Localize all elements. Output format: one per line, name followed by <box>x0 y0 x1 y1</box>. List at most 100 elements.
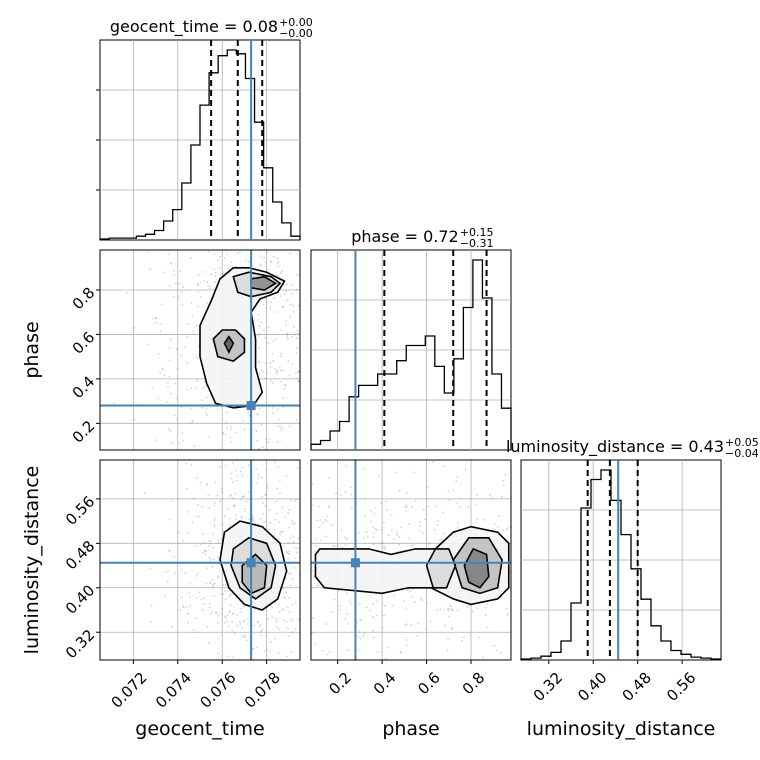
sample-point <box>211 610 214 613</box>
sample-point <box>289 252 292 255</box>
sample-point <box>192 330 195 333</box>
panel-title-main: geocent_time = 0.08 <box>110 17 278 37</box>
sample-point <box>232 656 235 659</box>
sample-point <box>226 614 229 617</box>
sample-point <box>382 545 385 548</box>
sample-point <box>295 288 298 291</box>
sample-point <box>272 340 275 342</box>
sample-point <box>275 372 278 375</box>
sample-point <box>279 531 282 534</box>
sample-point <box>244 636 247 639</box>
sample-point <box>294 499 296 502</box>
sample-point <box>292 541 295 543</box>
sample-point <box>497 526 500 529</box>
sample-point <box>259 623 262 626</box>
sample-point <box>326 653 329 656</box>
sample-point <box>448 608 451 610</box>
sample-point <box>277 628 280 631</box>
sample-point <box>272 359 275 362</box>
sample-point <box>301 235 303 237</box>
sample-point <box>485 457 487 459</box>
density-region <box>426 548 456 588</box>
sample-point <box>256 430 259 433</box>
sample-point <box>217 541 220 544</box>
sample-point <box>208 285 211 288</box>
sample-point <box>213 525 216 528</box>
sample-point <box>459 506 462 509</box>
sample-point <box>506 613 509 616</box>
sample-point <box>214 611 217 614</box>
sample-point <box>406 589 409 591</box>
sample-point <box>255 646 258 649</box>
sample-point <box>239 623 242 625</box>
sample-point <box>188 582 191 585</box>
sample-point <box>288 374 291 377</box>
sample-point <box>279 425 282 428</box>
sample-point <box>221 432 224 435</box>
sample-point <box>291 363 294 365</box>
sample-point <box>369 594 372 597</box>
sample-point <box>231 613 234 616</box>
sample-point <box>405 639 407 641</box>
sample-point <box>222 431 225 434</box>
sample-point <box>498 515 501 518</box>
sample-point <box>217 408 220 410</box>
sample-point <box>258 324 261 327</box>
sample-point <box>197 291 200 293</box>
sample-point <box>269 366 272 368</box>
sample-point <box>197 273 200 276</box>
sample-point <box>366 535 369 538</box>
sample-point <box>264 521 267 523</box>
sample-point <box>149 268 152 271</box>
sample-point <box>373 512 376 515</box>
sample-point <box>278 366 281 369</box>
sample-point <box>221 608 224 610</box>
sample-point <box>178 442 181 445</box>
sample-point <box>282 305 285 308</box>
sample-point <box>199 281 202 284</box>
sample-point <box>285 475 288 478</box>
sample-point <box>504 473 507 476</box>
sample-point <box>240 515 243 518</box>
sample-point <box>346 649 349 651</box>
contour-outer <box>199 266 286 409</box>
sample-point <box>344 544 347 546</box>
sample-point <box>256 334 259 337</box>
sample-point <box>209 602 211 605</box>
sample-point <box>478 636 480 639</box>
x-axis-label-phase: phase <box>382 718 439 740</box>
sample-point <box>296 273 299 276</box>
sample-point <box>211 586 214 589</box>
sample-point <box>271 352 274 355</box>
sample-point <box>168 359 171 362</box>
sample-point <box>372 536 375 539</box>
panel-title-sup: +0.15 <box>460 226 494 239</box>
sample-point <box>211 566 214 568</box>
sample-point <box>265 371 268 374</box>
sample-point <box>405 504 407 506</box>
sample-point <box>448 615 451 618</box>
sample-point <box>302 528 304 530</box>
sample-point <box>311 504 314 507</box>
sample-point <box>412 544 415 547</box>
sample-point <box>217 575 220 578</box>
sample-point <box>230 472 233 475</box>
sample-point <box>455 480 458 482</box>
sample-point <box>258 407 261 410</box>
sample-point <box>229 610 232 613</box>
sample-point <box>427 485 429 488</box>
x-tick-label: 0.074 <box>152 669 195 712</box>
sample-point <box>333 598 336 601</box>
sample-point <box>236 252 239 254</box>
sample-point <box>307 354 309 356</box>
sample-point <box>243 619 246 622</box>
sample-point <box>214 271 217 274</box>
sample-point <box>295 418 298 421</box>
sample-point <box>206 626 209 628</box>
sample-point <box>325 520 328 522</box>
sample-point <box>288 425 291 428</box>
sample-point <box>437 520 440 522</box>
sample-point <box>380 502 382 504</box>
sample-point <box>197 305 199 308</box>
sample-point <box>268 528 271 531</box>
